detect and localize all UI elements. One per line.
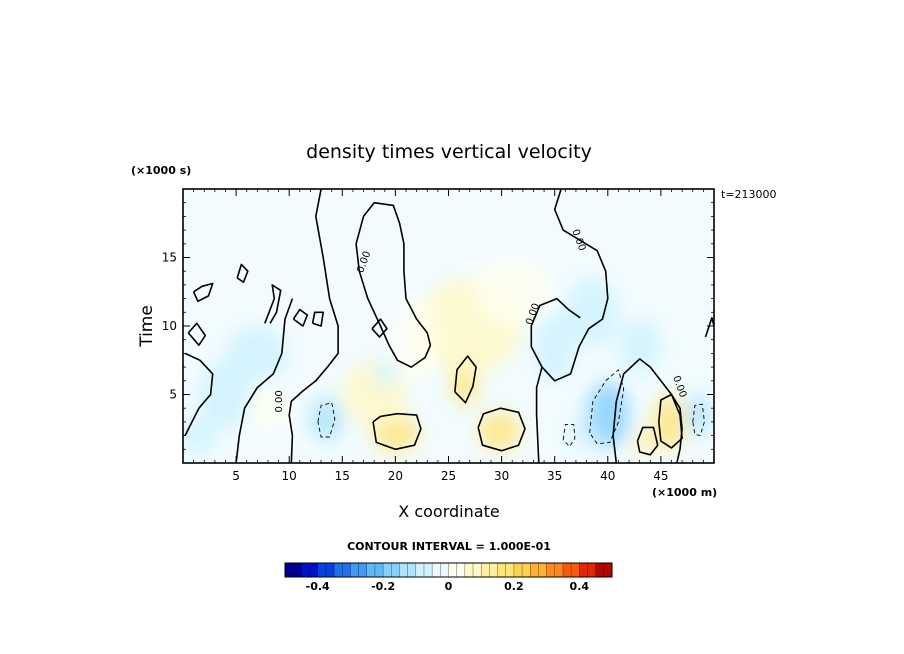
contour-zero-15 [292,308,309,327]
field-cell-16 [225,326,290,381]
contour-zero-11 [636,426,659,456]
colorbar-tick-label-2: 0 [445,580,453,593]
contour-zero-17 [187,322,207,346]
contour-negative-20 [317,402,336,438]
plot-area [183,189,714,463]
contour-zero-13 [236,263,249,283]
x-unit-label: (×1000 m) [652,486,717,499]
field-cell-7 [395,298,438,381]
contour-zero-1 [355,201,432,368]
field-cell-12 [568,419,594,447]
x-tick-label-4: 25 [441,469,456,483]
field-cell-1 [478,412,521,451]
x-tick-label-8: 45 [653,469,668,483]
contour-lines [184,189,714,463]
x-tick-label-0: 5 [232,469,240,483]
field-cell-17 [533,312,576,381]
x-axis-label: X coordinate [398,502,499,521]
contour-negative-22 [562,424,576,448]
contour-zero-3 [535,366,543,463]
contour-zero-18 [371,318,388,338]
contour-zero-7 [372,412,422,451]
field-cell-8 [342,360,407,429]
y-tick-label-1: 10 [162,319,177,333]
contour-zero-5 [184,352,214,436]
y-axis-label: Time [137,305,157,348]
y-tick-label-0: 5 [169,388,177,402]
field-cell-15 [183,415,215,457]
field-cell-13 [685,394,711,436]
axes: 5 10 15 20 25 30 35 40 45 5 10 15 [162,189,714,483]
shaded-field [183,257,711,457]
field-cell-18 [565,278,619,347]
x-tick-label-5: 30 [494,469,509,483]
y-unit-label: (×1000 s) [131,164,191,177]
y-tick-label-2: 15 [162,251,177,265]
field-cell-9 [246,387,290,429]
colorbar-tick-label-1: -0.2 [371,580,395,593]
chart-title: density times vertical velocity [306,141,592,163]
field-cell-6 [475,257,550,326]
colorbar-tick-label-0: -0.4 [306,580,330,593]
colorbar-cell-1 [301,563,319,577]
colorbar-tick-label-4: 0.4 [570,580,590,593]
colorbar-frame [284,562,613,578]
colorbar-tick-label-3: 0.2 [504,580,524,593]
colorbar-cell-6 [383,563,400,577]
contour-zero-6 [235,298,294,463]
contour-zero-16 [311,311,324,327]
time-stamp: t=213000 [721,188,777,201]
contour-interval: CONTOUR INTERVAL = 1.000E-01 [347,540,551,553]
contour-zero-9 [454,355,477,404]
contour-negative-23 [692,403,705,437]
colorbar: -0.4 -0.2 0 0.2 0.4 [284,562,613,593]
contour-zero-10 [658,393,683,449]
contour-negative-21 [589,369,625,445]
x-tick-label-7: 40 [600,469,615,483]
x-tick-label-6: 35 [547,469,562,483]
x-tick-label-2: 15 [335,469,350,483]
contour-zero-12 [192,282,214,303]
contour-zero-2 [530,189,609,382]
x-tick-label-3: 20 [388,469,403,483]
field-cell-19 [618,319,661,374]
contour-zero-8 [477,407,526,452]
contour-zero-0 [288,189,339,463]
field-cell-11 [586,382,630,448]
x-tick-label-1: 10 [282,469,297,483]
contour-zero-14 [264,284,282,324]
contour-label-4: 0.00 [274,390,285,412]
colorbar-cell-11 [464,563,482,577]
field-cell-20 [374,360,396,388]
field-cell-10 [309,397,344,442]
